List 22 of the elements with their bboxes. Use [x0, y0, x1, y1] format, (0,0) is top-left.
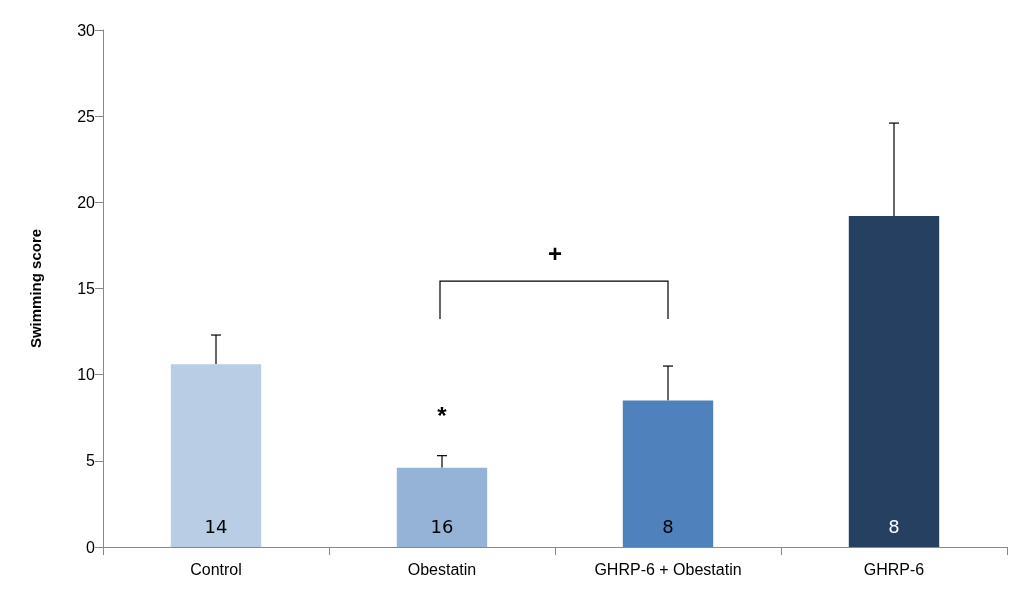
- annotation: 16: [430, 515, 454, 537]
- y-axis-title: Swimming score: [27, 228, 44, 349]
- y-tick-label: 10: [77, 366, 96, 384]
- bar: [170, 364, 262, 547]
- annotation: +: [547, 239, 563, 267]
- bar: [622, 400, 714, 547]
- y-tick-label: 25: [77, 107, 96, 125]
- x-tick-label: Control: [190, 560, 242, 578]
- annotation: *: [437, 402, 448, 430]
- y-tick-label: 30: [77, 21, 96, 39]
- y-tick-label: 20: [77, 193, 96, 211]
- x-tick-label: GHRP-6 + Obestatin: [594, 560, 742, 578]
- annotation: 8: [662, 515, 674, 537]
- y-tick-label: 5: [86, 452, 96, 470]
- y-tick-label: 15: [77, 280, 96, 297]
- annotation: 8: [888, 515, 900, 537]
- annotation: 14: [204, 515, 228, 537]
- bar: [396, 467, 488, 547]
- x-tick-label: Obestatin: [407, 560, 477, 578]
- bar: [848, 216, 940, 547]
- x-tick-label: GHRP-6: [863, 560, 925, 578]
- y-tick-label: 0: [86, 538, 96, 556]
